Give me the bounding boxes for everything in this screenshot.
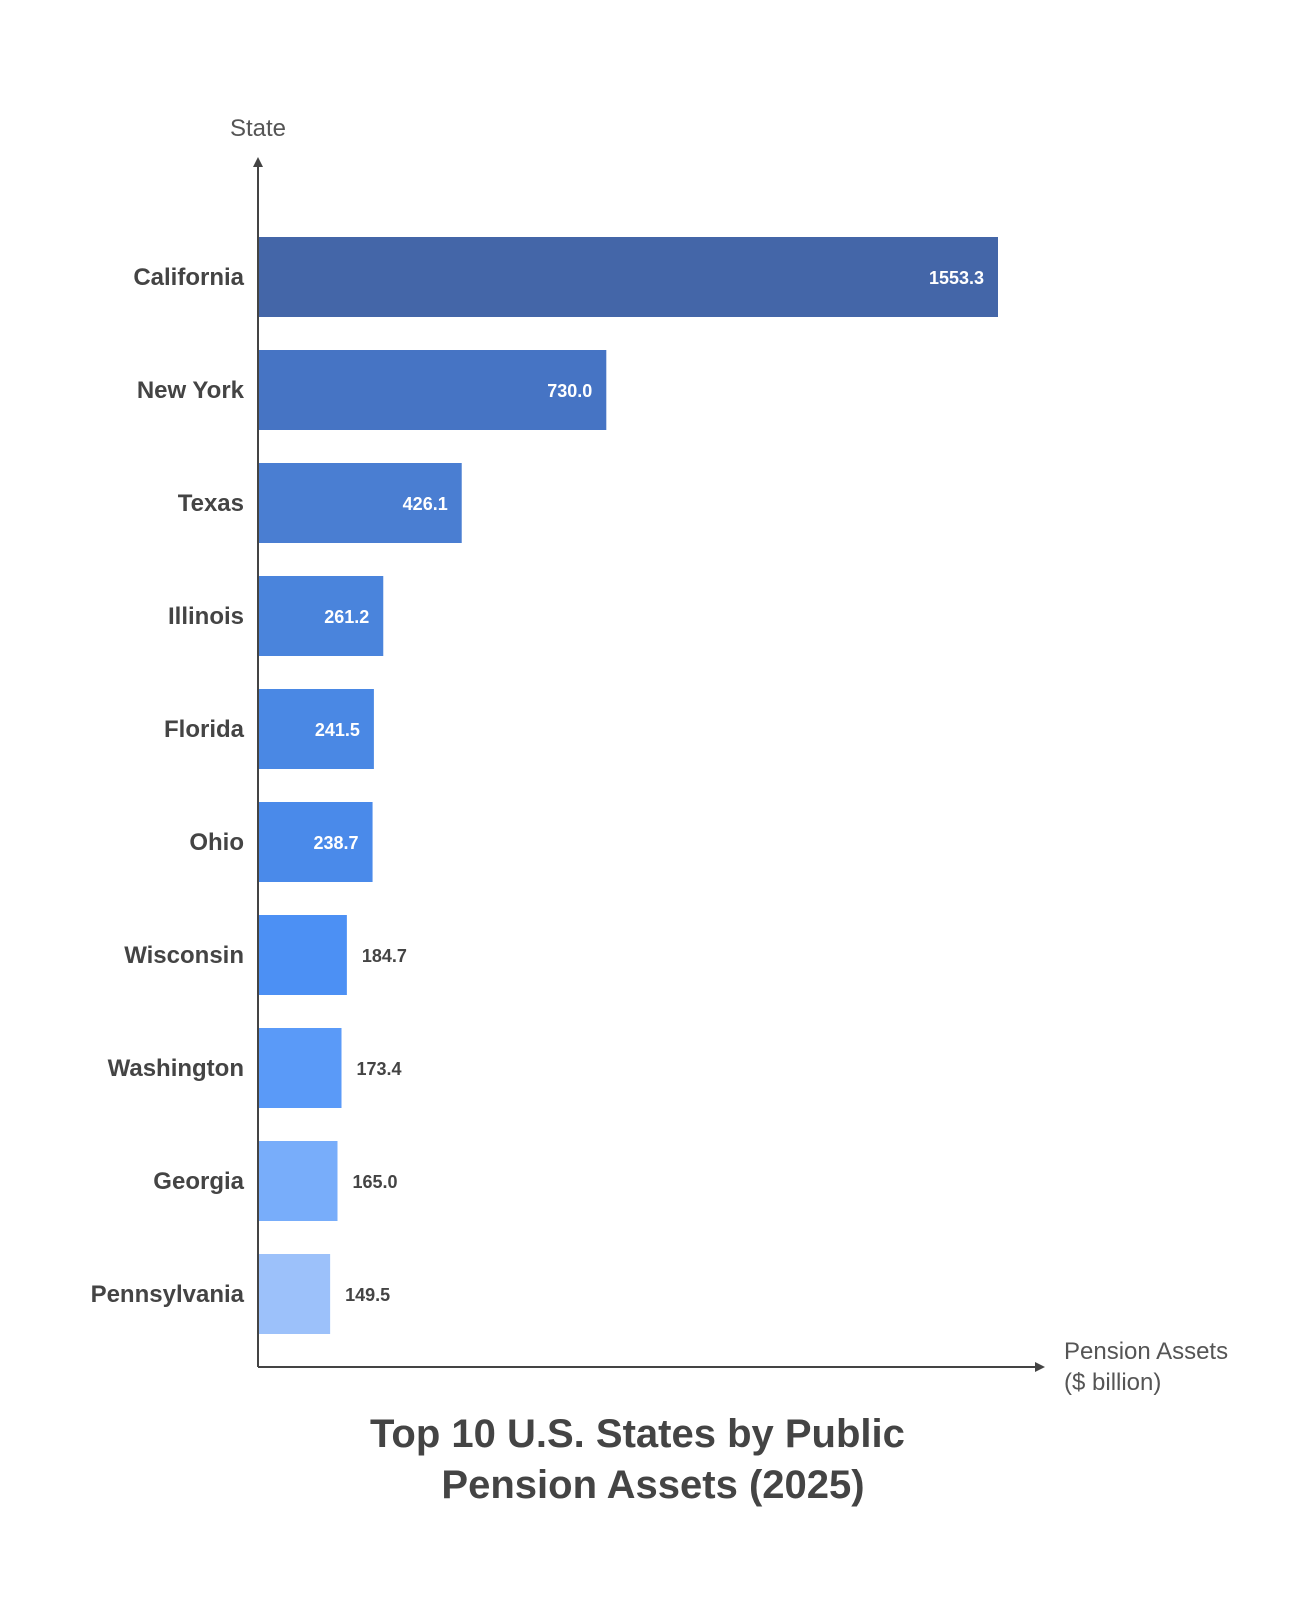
category-label: Illinois [168, 603, 244, 630]
value-label: 173.4 [356, 1059, 401, 1079]
bar-georgia [259, 1141, 338, 1221]
category-label: Pennsylvania [91, 1281, 245, 1308]
value-label: 426.1 [403, 494, 448, 514]
x-axis-title-line-1: Pension Assets [1064, 1338, 1228, 1365]
bar-pennsylvania [259, 1254, 331, 1334]
bar-texas [259, 463, 462, 543]
category-label: California [133, 264, 244, 291]
category-label: Ohio [189, 829, 244, 856]
value-label: 165.0 [353, 1172, 398, 1192]
value-label: 261.2 [324, 607, 369, 627]
category-label: Washington [108, 1055, 244, 1082]
category-label: Florida [164, 716, 245, 743]
category-label: Texas [178, 490, 244, 517]
bar-florida [259, 689, 374, 769]
y-axis-title: State [230, 115, 286, 142]
bar-ohio [259, 802, 373, 882]
bar-illinois [259, 576, 384, 656]
value-label: 238.7 [314, 833, 359, 853]
value-label: 241.5 [315, 720, 360, 740]
bar-wisconsin [259, 915, 347, 995]
chart-title-line-1: Top 10 U.S. States by Public [370, 1412, 905, 1456]
chart-title-line-2: Pension Assets (2025) [441, 1463, 864, 1507]
x-axis-title: Pension Assets ($ billion) [1064, 1338, 1235, 1396]
bar-new-york [259, 350, 607, 430]
category-label: Wisconsin [124, 942, 244, 969]
category-label: New York [137, 377, 245, 404]
value-label: 184.7 [362, 946, 407, 966]
chart-title: Top 10 U.S. States by Public Pension Ass… [370, 1412, 916, 1507]
category-label: Georgia [153, 1168, 244, 1195]
value-label: 730.0 [547, 381, 592, 401]
bar-california [259, 237, 998, 317]
x-axis-title-line-2: ($ billion) [1064, 1369, 1161, 1396]
bar-washington [259, 1028, 342, 1108]
value-label: 149.5 [345, 1285, 390, 1305]
value-label: 1553.3 [929, 268, 984, 288]
bar-group: California 1553.3 New York 730.0 Texas 426.1 I… [91, 237, 998, 1334]
